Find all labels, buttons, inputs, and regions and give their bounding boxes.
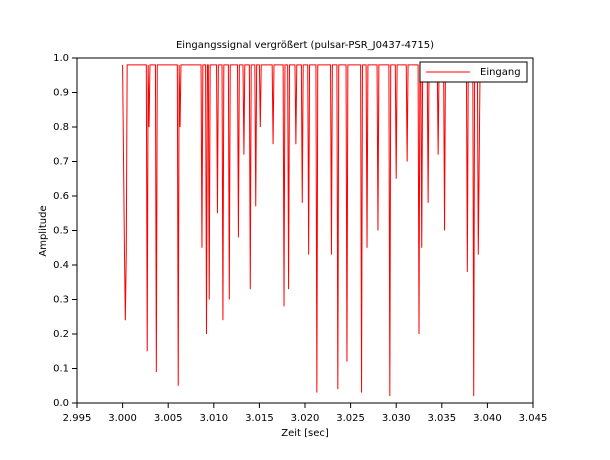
- y-tick-label: 0.6: [53, 191, 69, 202]
- y-tick-label: 0.2: [53, 329, 69, 340]
- x-tick-label: 3.025: [336, 413, 365, 424]
- x-tick-label: 3.040: [473, 413, 502, 424]
- x-axis-label: Zeit [sec]: [281, 428, 329, 439]
- x-tick-label: 3.005: [154, 413, 183, 424]
- legend-label: Eingang: [480, 67, 521, 78]
- legend-box: [419, 61, 528, 83]
- x-tick-label: 3.000: [108, 413, 137, 424]
- y-tick-label: 0.4: [53, 260, 69, 271]
- y-tick-label: 1.0: [53, 53, 69, 64]
- x-tick-label: 3.045: [519, 413, 548, 424]
- x-tick-label: 3.030: [382, 413, 411, 424]
- y-tick-label: 0.3: [53, 295, 69, 306]
- y-tick-label: 0.5: [53, 226, 69, 237]
- x-tick-label: 3.015: [245, 413, 274, 424]
- y-tick-label: 0.7: [53, 157, 69, 168]
- chart-title: Eingangssignal vergrößert (pulsar-PSR_J0…: [176, 40, 434, 51]
- y-axis-label: Amplitude: [38, 205, 49, 256]
- x-tick-label: 3.035: [427, 413, 456, 424]
- y-tick-label: 0.1: [53, 364, 69, 375]
- plot-frame: [76, 57, 534, 404]
- y-tick-label: 0.8: [53, 122, 69, 133]
- x-tick-label: 3.010: [199, 413, 228, 424]
- x-tick-label: 2.995: [63, 413, 92, 424]
- y-tick-label: 0.0: [53, 398, 69, 409]
- x-tick-label: 3.020: [291, 413, 320, 424]
- y-tick-label: 0.9: [53, 88, 69, 99]
